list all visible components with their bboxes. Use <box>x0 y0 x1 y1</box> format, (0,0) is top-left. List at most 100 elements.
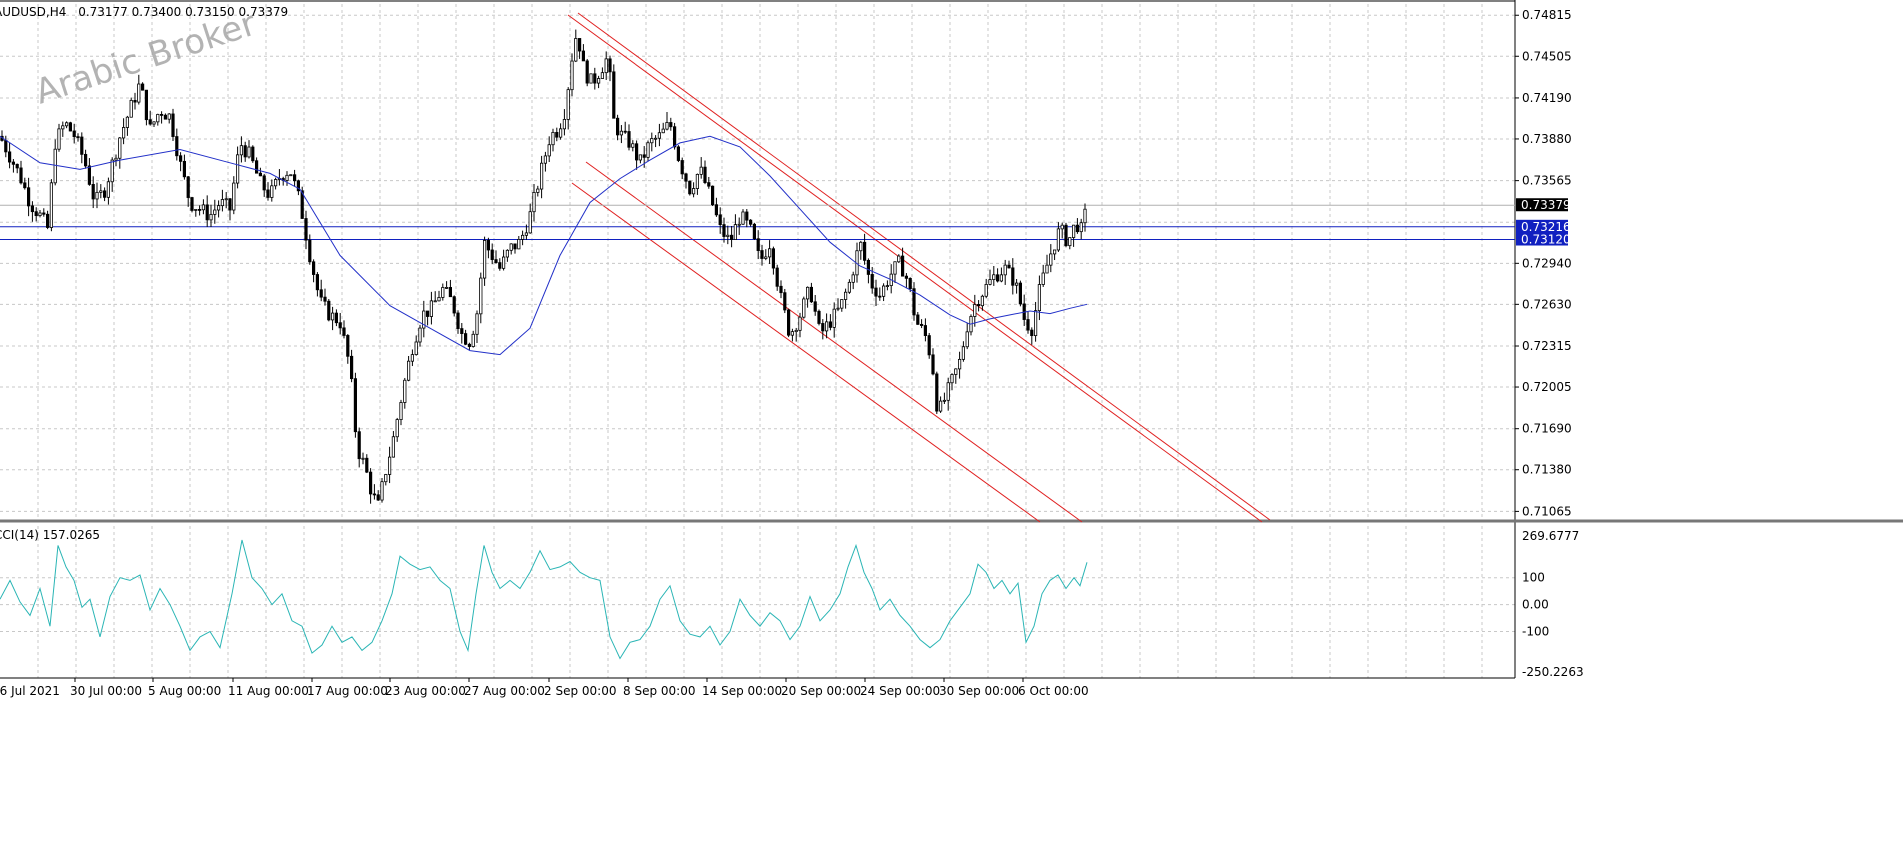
candle-body <box>338 322 342 329</box>
candle-body <box>452 296 456 314</box>
candle-body <box>349 355 354 380</box>
candle-body <box>91 184 95 200</box>
candle-body <box>72 130 76 138</box>
candle-body <box>144 89 148 121</box>
candle-body <box>904 275 909 279</box>
candle-body <box>125 116 129 128</box>
cci-label: CCI(14) 157.0265 <box>0 528 100 542</box>
candle-body <box>604 58 608 74</box>
candle-body <box>809 286 814 303</box>
candle-body <box>156 113 160 123</box>
candle-body <box>410 354 415 362</box>
candle-body <box>406 360 411 381</box>
candle-body <box>270 185 274 198</box>
candle-body <box>980 295 985 307</box>
candle-body <box>479 277 483 315</box>
candle-body <box>304 218 308 241</box>
candle-body <box>1034 310 1038 337</box>
candle-body <box>627 131 631 148</box>
candle-body <box>30 205 35 213</box>
candle-body <box>368 471 373 495</box>
candle-body <box>695 173 700 189</box>
candle-body <box>437 297 441 302</box>
candle-body <box>574 38 578 62</box>
candle-body <box>543 155 548 164</box>
candle-body <box>665 122 669 130</box>
price-tick-label: 0.74815 <box>1522 8 1572 22</box>
ma-line <box>0 135 1088 356</box>
price-tick-label: 0.72005 <box>1522 380 1572 394</box>
candle-body <box>977 304 981 307</box>
moving-average <box>0 135 1088 356</box>
candle-body <box>874 287 878 297</box>
candle-body <box>600 72 605 79</box>
candle-body <box>878 295 882 298</box>
candle-body <box>376 494 380 501</box>
candle-body <box>866 259 871 275</box>
candle-body <box>4 140 8 153</box>
candle-body <box>137 83 141 103</box>
candle-body <box>110 159 114 183</box>
candle-body <box>578 38 582 52</box>
candle-body <box>46 213 50 228</box>
candle-body <box>292 174 297 182</box>
candle-body <box>756 238 760 251</box>
candle-body <box>239 145 243 156</box>
cci-tick-label: -100 <box>1522 625 1549 639</box>
candle-body <box>228 198 232 211</box>
candle-body <box>711 185 715 206</box>
candle-body <box>357 431 361 460</box>
candle-body <box>612 71 616 119</box>
candle-body <box>551 131 555 146</box>
current-price-tag-bg <box>1516 198 1568 212</box>
time-tick-label: 8 Sep 00:00 <box>623 684 695 698</box>
candle-body <box>954 368 958 375</box>
candle-body <box>684 173 688 182</box>
candle-body <box>631 143 635 148</box>
candle-body <box>745 211 749 221</box>
candle-body <box>532 192 536 213</box>
candle-body <box>235 154 240 184</box>
time-tick-label: 6 Oct 00:00 <box>1018 684 1089 698</box>
candle-body <box>661 128 665 134</box>
trend-channel-lines[interactable] <box>567 12 1271 523</box>
candle-body <box>7 151 12 163</box>
candle-body <box>251 146 255 162</box>
cci-tick-label: -250.2263 <box>1522 665 1584 679</box>
candle-body <box>486 240 491 251</box>
candle-body <box>752 223 757 240</box>
candle-body <box>501 256 506 269</box>
candle-body <box>186 176 190 198</box>
candle-body <box>308 239 312 263</box>
candle-body <box>559 128 563 138</box>
candle-body <box>638 154 643 161</box>
candle-body <box>923 325 928 336</box>
candle-body <box>1079 222 1083 233</box>
candle-body <box>521 234 525 240</box>
candle-body <box>15 163 19 169</box>
price-tick-label: 0.71065 <box>1522 504 1572 518</box>
time-tick-label: 26 Jul 2021 <box>0 684 60 698</box>
price-tick-label: 0.71690 <box>1522 422 1572 436</box>
candle-body <box>209 213 213 221</box>
candle-body <box>133 99 137 103</box>
candle-body <box>391 436 396 458</box>
candle-body <box>95 191 99 200</box>
time-tick-label: 24 Sep 00:00 <box>860 684 940 698</box>
time-tick-label: 27 Aug 00:00 <box>464 684 545 698</box>
candle-body <box>836 307 840 310</box>
price-tick-label: 0.73880 <box>1522 132 1572 146</box>
candle-body <box>1060 224 1064 230</box>
time-tick-label: 17 Aug 00:00 <box>307 684 388 698</box>
candle-body <box>456 312 460 329</box>
candle-body <box>159 113 164 116</box>
candle-body <box>547 144 551 157</box>
candle-body <box>395 419 399 438</box>
price-tick-label: 0.71380 <box>1522 463 1572 477</box>
candle-body <box>23 182 27 189</box>
candle-body <box>1030 329 1034 337</box>
candle-body <box>733 224 738 240</box>
candle-body <box>315 274 320 291</box>
